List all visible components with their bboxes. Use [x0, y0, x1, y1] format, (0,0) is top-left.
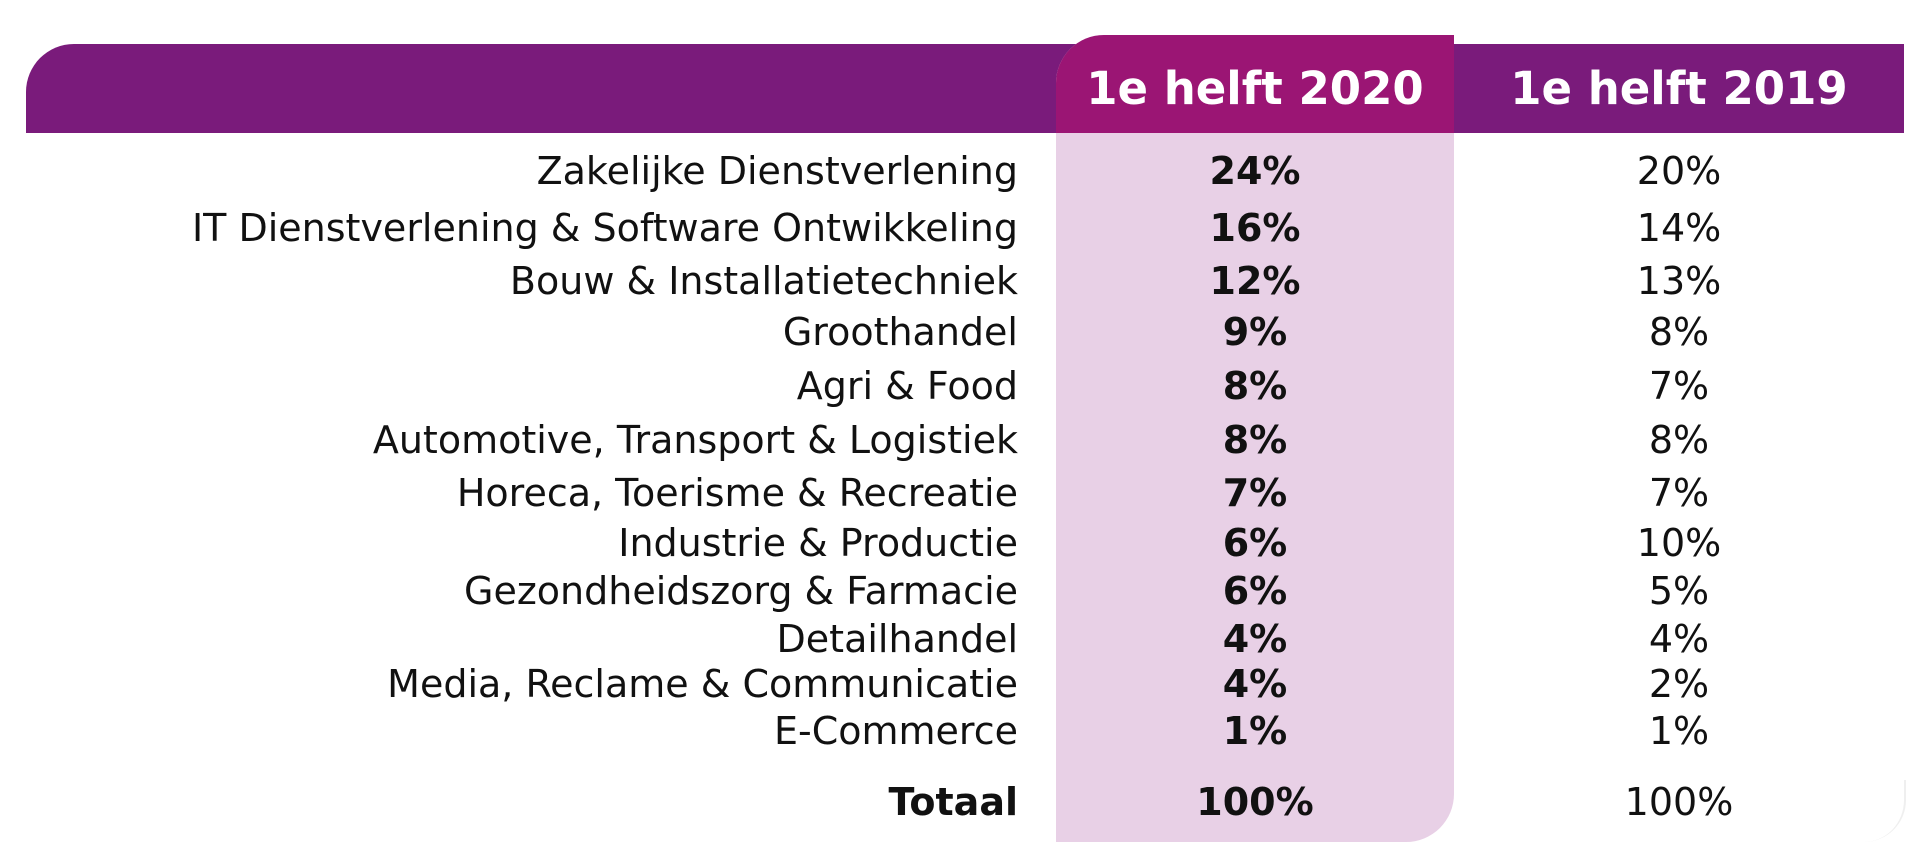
total-row: Totaal 100% 100% [0, 777, 1920, 827]
row-value-2020: 4% [1222, 662, 1288, 706]
row-category-label: E-Commerce [774, 709, 1018, 753]
row-value-2019: 7% [1648, 364, 1710, 408]
row-value-2019: 10% [1636, 521, 1722, 565]
table-row: Industrie & Productie 6% 10% [0, 518, 1920, 568]
row-value-2020: 9% [1222, 310, 1288, 354]
row-category-label: Bouw & Installatietechniek [509, 259, 1018, 303]
row-value-2020: 6% [1222, 569, 1288, 613]
table-row: Automotive, Transport & Logistiek 8% 8% [0, 415, 1920, 465]
row-value-2020: 16% [1209, 206, 1301, 250]
row-category-label: Industrie & Productie [618, 521, 1018, 565]
highlight-header-2020 [1056, 35, 1454, 133]
row-category-label: Media, Reclame & Communicatie [387, 662, 1018, 706]
table-row: Horeca, Toerisme & Recreatie 7% 7% [0, 468, 1920, 518]
table-row: Zakelijke Dienstverlening 24% 20% [0, 146, 1920, 196]
row-value-2019: 4% [1648, 617, 1710, 661]
table-row: E-Commerce 1% 1% [0, 706, 1920, 756]
table-row: Gezondheidszorg & Farmacie 6% 5% [0, 566, 1920, 616]
row-category-label: Zakelijke Dienstverlening [536, 149, 1018, 193]
table-row: Bouw & Installatietechniek 12% 13% [0, 256, 1920, 306]
row-category-label: Detailhandel [776, 617, 1018, 661]
table-row: Groothandel 9% 8% [0, 307, 1920, 357]
table-row: Media, Reclame & Communicatie 4% 2% [0, 659, 1920, 709]
row-value-2019: 5% [1648, 569, 1710, 613]
total-value-2019: 100% [1624, 780, 1734, 824]
row-value-2019: 7% [1648, 471, 1710, 515]
row-value-2020: 24% [1209, 149, 1301, 193]
row-value-2020: 1% [1222, 709, 1288, 753]
row-value-2020: 4% [1222, 617, 1288, 661]
table-row: Agri & Food 8% 7% [0, 361, 1920, 411]
highlight-column-2020 [1056, 35, 1454, 842]
row-value-2020: 8% [1222, 364, 1288, 408]
row-category-label: Gezondheidszorg & Farmacie [464, 569, 1018, 613]
row-value-2019: 2% [1648, 662, 1710, 706]
table-row: Detailhandel 4% 4% [0, 614, 1920, 664]
column-header-2019: 1e helft 2019 [1510, 62, 1848, 115]
total-value-2020: 100% [1196, 780, 1314, 824]
row-category-label: Groothandel [782, 310, 1018, 354]
row-value-2020: 12% [1209, 259, 1301, 303]
row-value-2019: 1% [1648, 709, 1710, 753]
row-value-2019: 8% [1648, 418, 1710, 462]
row-value-2020: 8% [1222, 418, 1288, 462]
row-value-2019: 20% [1636, 149, 1722, 193]
row-value-2019: 14% [1636, 206, 1722, 250]
table-row: IT Dienstverlening & Software Ontwikkeli… [0, 203, 1920, 253]
row-category-label: IT Dienstverlening & Software Ontwikkeli… [191, 206, 1018, 250]
row-value-2020: 6% [1222, 521, 1288, 565]
row-category-label: Horeca, Toerisme & Recreatie [456, 471, 1018, 515]
row-value-2019: 13% [1636, 259, 1722, 303]
column-header-2020: 1e helft 2020 [1086, 62, 1424, 115]
row-category-label: Agri & Food [796, 364, 1018, 408]
row-value-2020: 7% [1222, 471, 1288, 515]
row-category-label: Automotive, Transport & Logistiek [372, 418, 1018, 462]
header-band [26, 44, 1904, 133]
row-value-2019: 8% [1648, 310, 1710, 354]
total-label: Totaal [888, 780, 1018, 824]
